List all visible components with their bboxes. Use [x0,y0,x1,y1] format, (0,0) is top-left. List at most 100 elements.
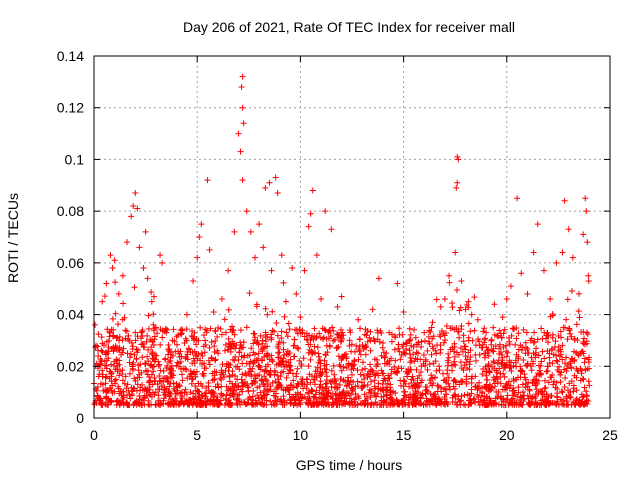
noise-point [571,348,578,355]
noise-point [253,339,260,346]
noise-point [177,358,184,365]
noise-point [464,391,471,398]
noise-point [384,392,391,399]
y-tick-label: 0.08 [57,203,84,219]
noise-point [413,366,420,373]
noise-point [166,359,173,366]
noise-point [136,396,143,403]
noise-point [244,380,251,387]
noise-point [362,326,369,333]
noise-point [307,356,314,363]
noise-point [230,326,237,333]
noise-point [560,397,567,404]
noise-point [583,338,590,345]
noise-point [395,345,402,352]
noise-point [197,380,204,387]
noise-point [537,370,544,377]
noise-point [146,384,153,391]
noise-point [161,375,168,382]
data-point [268,267,275,274]
noise-point [428,351,435,358]
noise-point [426,340,433,347]
noise-point [227,361,234,368]
noise-point [340,363,347,370]
noise-point [519,367,526,374]
data-point [576,290,583,297]
noise-point [361,331,368,338]
noise-point [433,367,440,374]
noise-point [344,389,351,396]
noise-point [423,398,430,405]
noise-point [132,337,139,344]
noise-point [273,386,280,393]
data-point [379,340,386,347]
noise-point [275,382,282,389]
noise-point [456,334,463,341]
data-point [530,249,537,256]
noise-point [406,325,413,332]
noise-point [552,384,559,391]
noise-point [458,377,465,384]
noise-point [278,335,285,342]
noise-point [187,368,194,375]
data-point [394,280,401,287]
noise-point [263,397,270,404]
noise-point [545,401,552,408]
noise-point [351,402,358,409]
noise-point [101,357,108,364]
noise-point [113,335,120,342]
noise-point [532,354,539,361]
noise-point [533,399,540,406]
noise-point [275,349,282,356]
data-point [583,208,590,215]
data-point [421,329,428,336]
noise-point [508,367,515,374]
noise-point [108,370,115,377]
data-point [547,296,554,303]
noise-point [405,399,412,406]
noise-point [144,353,151,360]
noise-point [453,325,460,332]
noise-point [485,346,492,353]
noise-point [472,399,479,406]
noise-point [383,399,390,406]
noise-point [332,399,339,406]
data-point [239,177,246,184]
noise-point [433,350,440,357]
data-point [103,280,110,287]
noise-point [394,400,401,407]
noise-point [136,393,143,400]
noise-point [578,370,585,377]
noise-point [192,383,199,390]
noise-point [107,329,114,336]
noise-point [368,400,375,407]
noise-point [135,367,142,374]
noise-point [262,331,269,338]
noise-point [207,396,214,403]
noise-point [322,381,329,388]
y-tick-label: 0.06 [57,255,84,271]
noise-point [128,384,135,391]
noise-point [580,339,587,346]
noise-point [550,378,557,385]
noise-point [181,389,188,396]
noise-point [432,358,439,365]
noise-point [498,334,505,341]
noise-point [114,357,121,364]
noise-point [197,400,204,407]
noise-point [277,396,284,403]
noise-point [230,356,237,363]
noise-point [258,377,265,384]
noise-point [113,398,120,405]
noise-point [167,396,174,403]
noise-point [488,337,495,344]
noise-point [243,324,250,331]
noise-point [475,393,482,400]
noise-point [229,390,236,397]
noise-point [281,313,288,320]
noise-point [206,361,213,368]
noise-point [173,341,180,348]
noise-point [564,361,571,368]
noise-point [280,279,287,286]
